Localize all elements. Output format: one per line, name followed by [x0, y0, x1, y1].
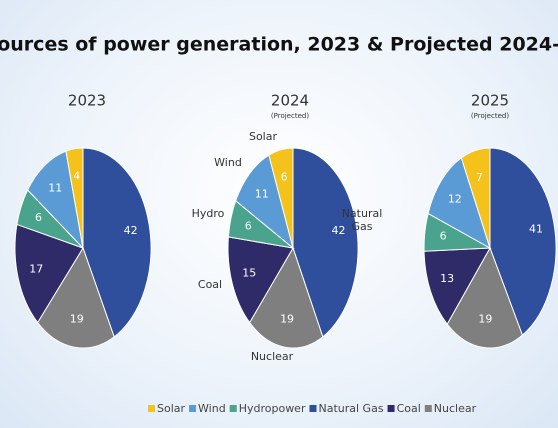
legend-swatch — [424, 405, 432, 412]
data-label: 13 — [440, 272, 454, 285]
pie-slice — [249, 246, 324, 349]
pie-slice — [227, 236, 294, 324]
pie-slice — [460, 147, 491, 249]
pie-slice — [423, 247, 491, 326]
legend-label: Solar — [157, 402, 186, 415]
data-label: 6 — [35, 211, 42, 224]
pie-slice — [65, 147, 84, 249]
data-label: 6 — [281, 170, 288, 183]
legend-label: Wind — [198, 402, 226, 415]
legend-swatch — [189, 405, 197, 412]
data-label: 11 — [255, 187, 269, 200]
pie-slice — [489, 147, 557, 336]
legend-swatch — [387, 405, 395, 412]
data-label: 19 — [280, 312, 294, 325]
slice-label: Hydro — [191, 207, 225, 220]
data-label: 6 — [245, 220, 252, 233]
slice-label: Natural Gas — [341, 207, 383, 233]
slice-label: Wind — [214, 156, 242, 169]
slice-label: Nuclear — [250, 350, 294, 363]
data-label: 19 — [478, 313, 492, 326]
pie-slice — [235, 154, 294, 250]
legend-swatch — [148, 405, 155, 412]
pie-slice — [268, 147, 294, 249]
slice-label: Coal — [197, 278, 223, 291]
legend-label: Natural Gas — [318, 402, 383, 415]
pie-title: 2024 — [271, 92, 309, 110]
pie-subtitle: (Projected) — [271, 112, 309, 120]
data-label: 4 — [73, 170, 80, 183]
legend-swatch — [309, 405, 317, 412]
data-label: 6 — [440, 230, 447, 243]
pie-slice — [37, 246, 115, 349]
pie-slice — [446, 246, 523, 349]
pie-slice — [27, 150, 84, 250]
data-label: 42 — [124, 224, 138, 237]
pie-title: 2023 — [68, 92, 106, 110]
pie-slice — [82, 147, 152, 338]
pie-slice — [14, 223, 84, 324]
data-label: 12 — [448, 193, 462, 206]
pie-subtitle: (Projected) — [471, 112, 509, 120]
pie-title: 2025 — [471, 92, 509, 110]
pie-slice — [427, 157, 491, 250]
pie-slice — [292, 147, 359, 338]
data-label: 17 — [29, 262, 43, 275]
data-label: 42 — [331, 224, 345, 237]
legend-swatch — [229, 405, 237, 412]
slice-label: Solar — [248, 130, 278, 143]
legend-label: Nuclear — [434, 402, 477, 415]
data-label: 19 — [70, 312, 84, 325]
chart-title: Sources of power generation, 2023 & Proj… — [0, 34, 558, 56]
data-label: 11 — [48, 182, 62, 195]
data-label: 41 — [529, 223, 543, 236]
data-label: 15 — [242, 267, 256, 280]
legend-label: Coal — [397, 402, 421, 415]
data-label: 7 — [476, 171, 483, 184]
legend-label: Hydropower — [239, 402, 306, 415]
